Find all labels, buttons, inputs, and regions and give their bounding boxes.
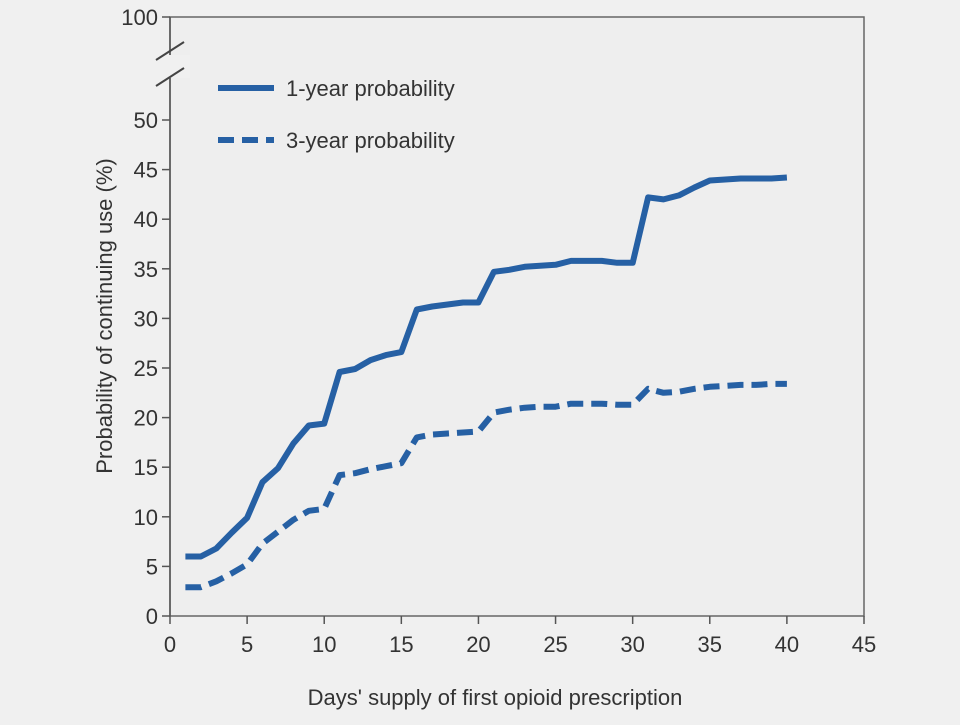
axis-break-gap <box>150 55 190 78</box>
x-tick-label: 5 <box>241 632 253 657</box>
x-tick-label: 0 <box>164 632 176 657</box>
x-tick-label: 10 <box>312 632 336 657</box>
x-axis-title: Days' supply of first opioid prescriptio… <box>308 685 683 710</box>
y-tick-label: 10 <box>134 505 158 530</box>
y-axis-title: Probability of continuing use (%) <box>92 158 117 474</box>
x-tick-label: 45 <box>852 632 876 657</box>
legend: 1-year probability 3-year probability <box>218 76 455 153</box>
y-tick-label: 15 <box>134 455 158 480</box>
y-tick-label: 50 <box>134 108 158 133</box>
y-tick-label: 0 <box>146 604 158 629</box>
series-lines <box>185 174 788 591</box>
legend-label: 1-year probability <box>286 76 455 101</box>
legend-label: 3-year probability <box>286 128 455 153</box>
x-tick-label: 15 <box>389 632 413 657</box>
y-tick-label: 45 <box>134 158 158 183</box>
y-tick-label-top: 100 <box>121 5 158 30</box>
y-tick-label: 35 <box>134 257 158 282</box>
y-tick-label: 25 <box>134 356 158 381</box>
y-tick-label: 5 <box>146 554 158 579</box>
x-tick-label: 35 <box>698 632 722 657</box>
y-tick-label: 20 <box>134 406 158 431</box>
x-tick-label: 40 <box>775 632 799 657</box>
axis-break-mark-lower <box>155 67 185 87</box>
axis-break-mark-upper <box>155 41 185 61</box>
y-tick-label: 30 <box>134 306 158 331</box>
x-tick-label: 30 <box>620 632 644 657</box>
series-line-3-year <box>185 380 787 591</box>
plot-area <box>169 16 865 617</box>
x-tick-label: 20 <box>466 632 490 657</box>
series-line-1-year <box>185 174 788 560</box>
axes: 0 5 10 15 20 25 30 35 40 45 50 100 0 5 10 15 20 25 30 35 40 4… <box>121 5 876 657</box>
x-tick-label: 25 <box>543 632 567 657</box>
y-tick-label: 40 <box>134 207 158 232</box>
